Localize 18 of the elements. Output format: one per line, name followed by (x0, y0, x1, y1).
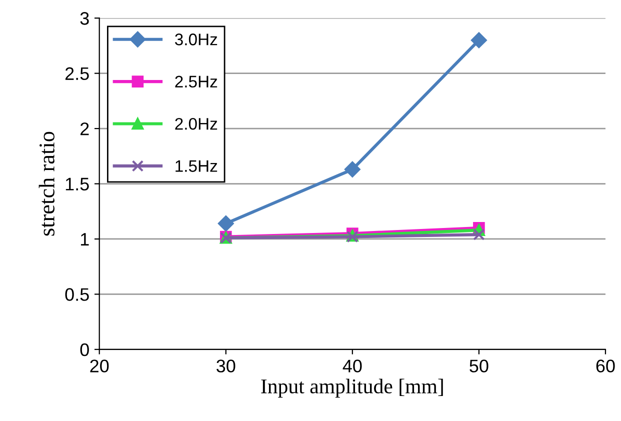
x-tick-label: 50 (470, 360, 488, 372)
x-tick-label: 30 (216, 360, 236, 372)
legend-label: 3.0Hz (174, 34, 218, 46)
x-tick-label: 60 (596, 360, 615, 372)
legend-label: 1.5Hz (176, 160, 218, 172)
x-tick-label: 20 (90, 360, 109, 372)
y-tick-label: 2 (80, 122, 89, 136)
y-axis-title: stretch ratio (38, 132, 54, 236)
legend-label: 2.5Hz (175, 76, 218, 88)
y-tick-label: 0 (80, 343, 89, 356)
y-tick-label: 2.5 (65, 67, 89, 80)
y-tick-label: 1 (80, 233, 89, 246)
x-tick-label: 40 (342, 360, 362, 372)
y-tick-label: 1.5 (66, 178, 89, 190)
y-tick-label: 0.5 (65, 288, 89, 301)
x-axis-title: Input amplitude [mm] (261, 378, 443, 398)
y-tick-label: 3 (80, 12, 89, 25)
legend-label: 2.0Hz (175, 118, 218, 130)
